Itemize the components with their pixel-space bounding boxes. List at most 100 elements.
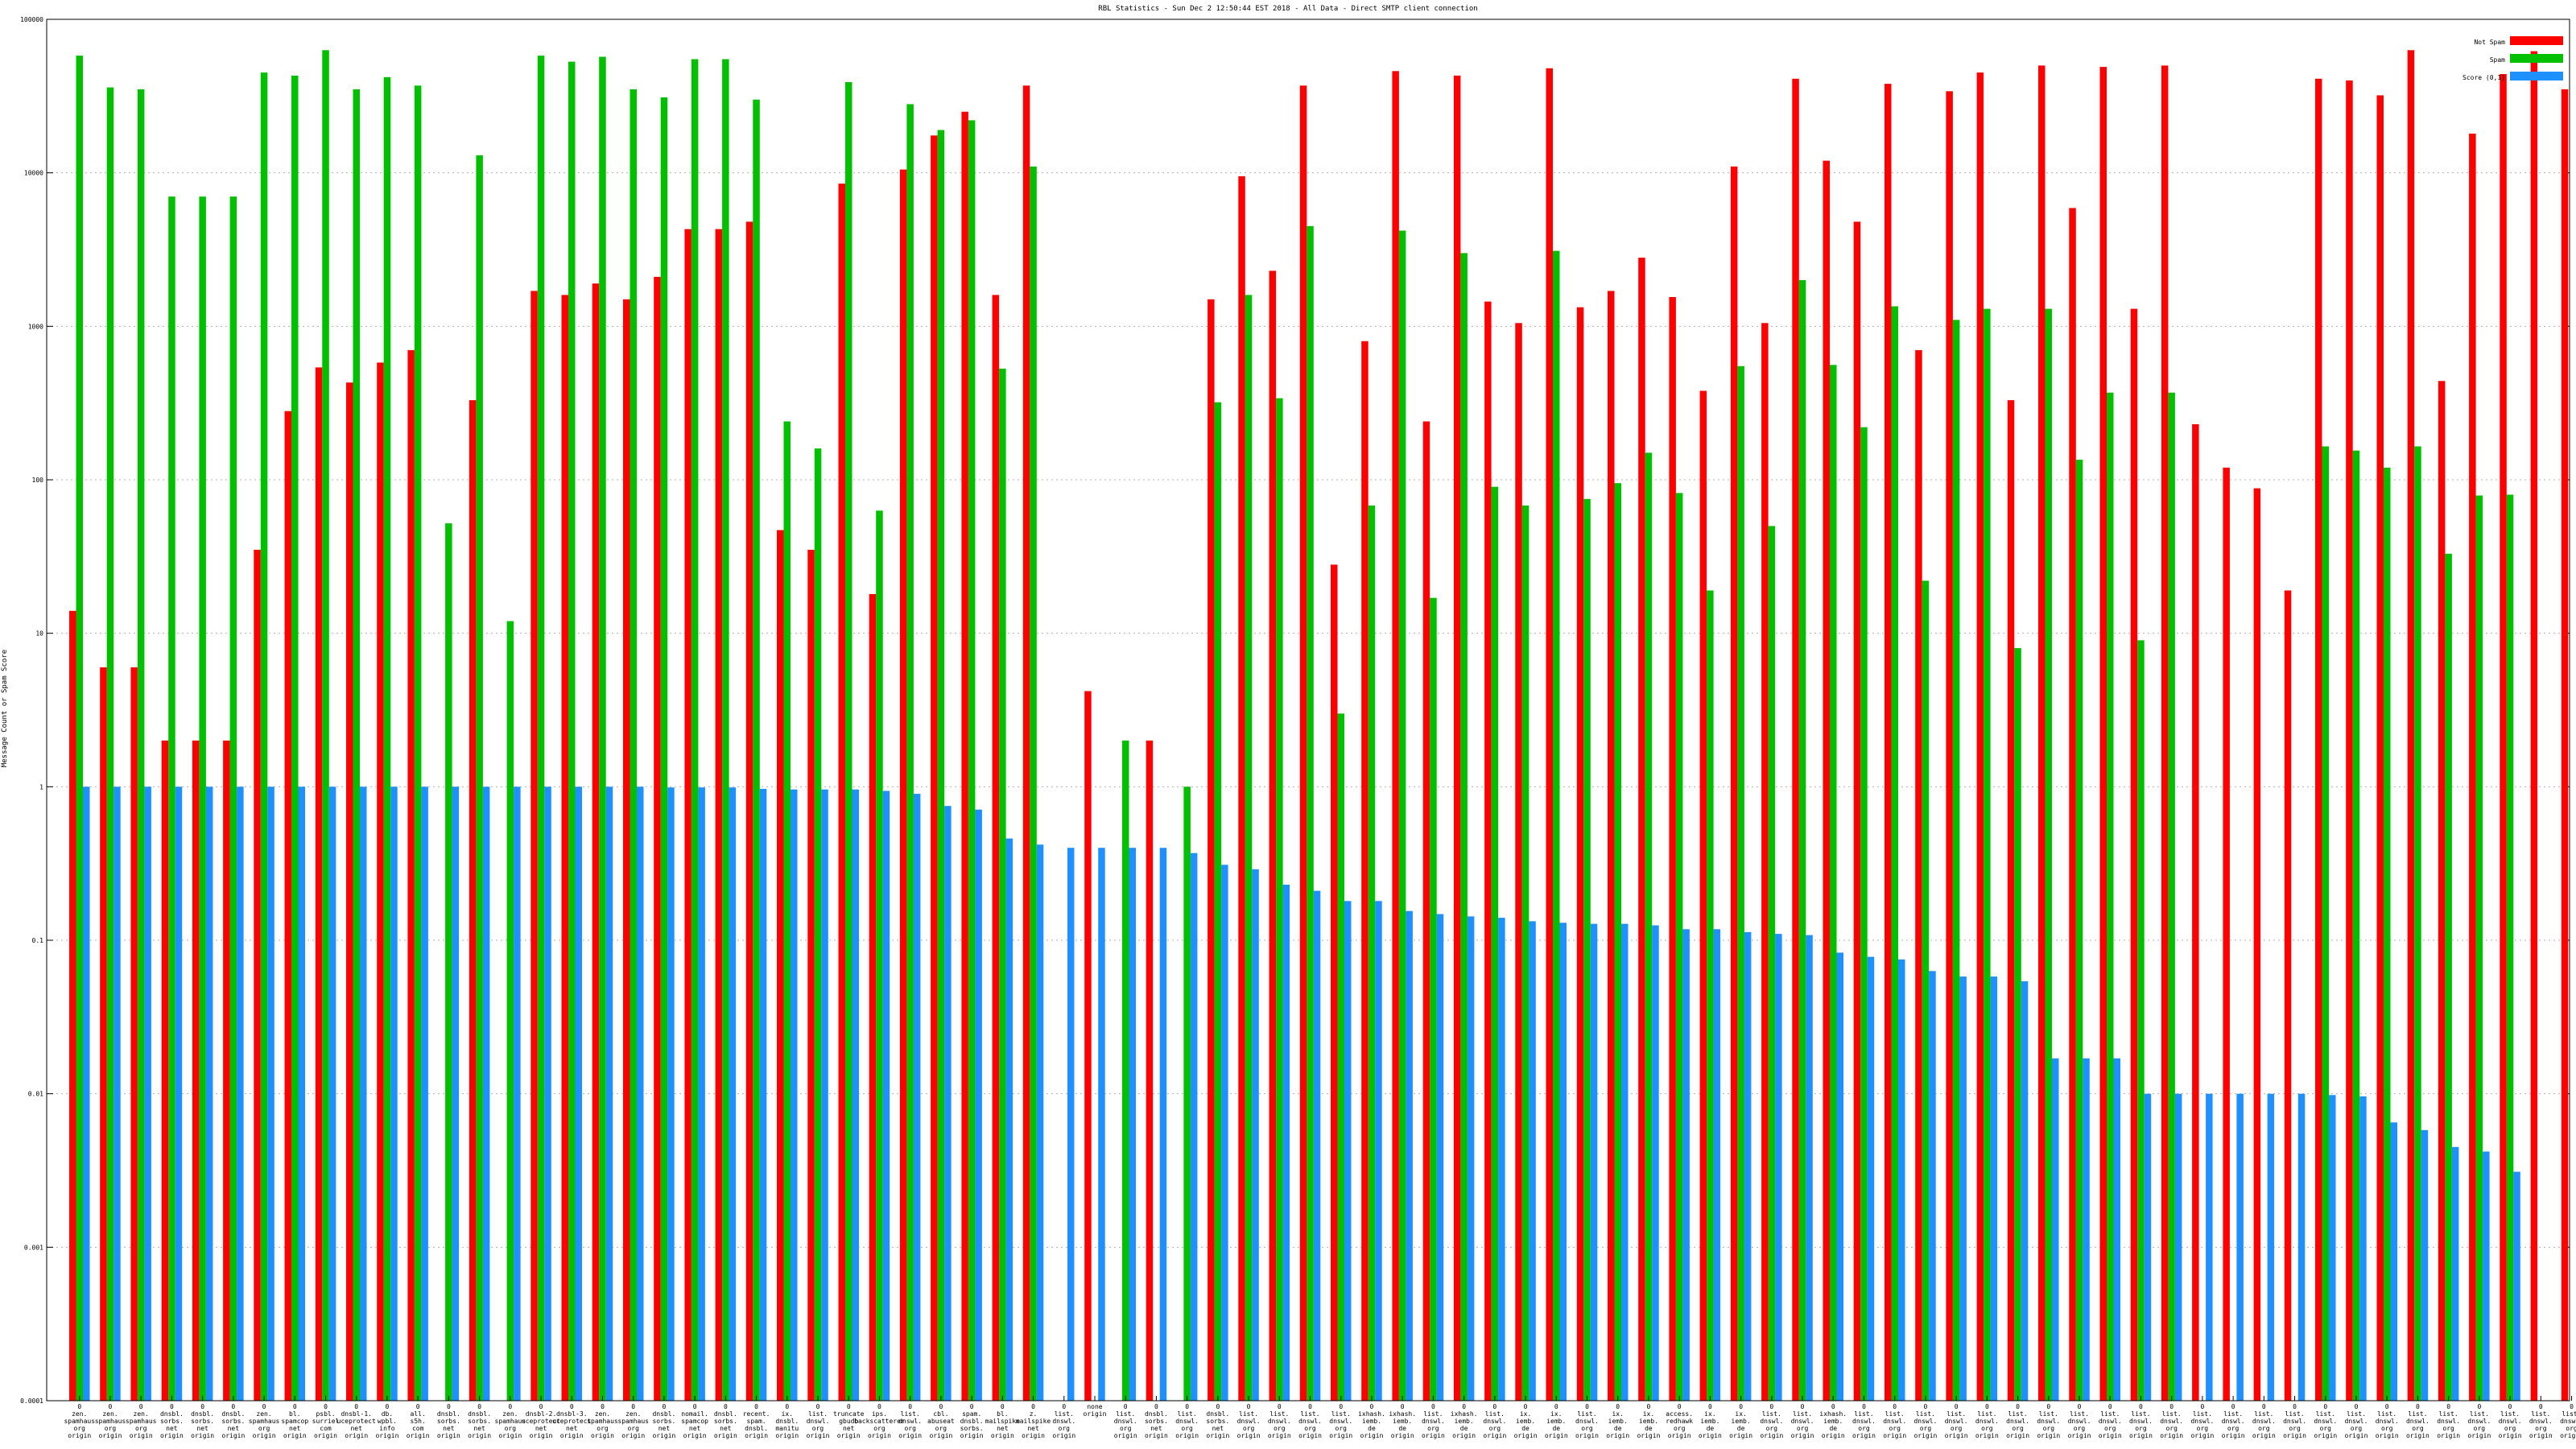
x-tick-label: 0 zen. spamhaus org origin	[126, 1403, 157, 1439]
x-tick-label: 0 dnsbl. sorbs. net origin	[437, 1403, 460, 1439]
bar	[2513, 1171, 2520, 1401]
bar	[2206, 1093, 2213, 1401]
x-tick-label: 0 ixhash. iemb. de origin	[1819, 1403, 1847, 1439]
bar	[1922, 580, 1930, 1401]
bar	[1984, 308, 1991, 1402]
bar	[130, 667, 138, 1401]
bar	[599, 56, 606, 1401]
bar	[298, 786, 305, 1401]
bar	[1867, 956, 1875, 1401]
bar	[315, 367, 323, 1401]
bar	[192, 740, 200, 1401]
bar	[913, 794, 921, 1401]
x-tick-label: 0 ix. iemb. de origin	[1729, 1403, 1752, 1439]
y-tick-label: 0.0001	[20, 1397, 43, 1405]
bar	[284, 411, 291, 1402]
bar	[175, 786, 183, 1401]
x-tick-label: 0 dnsbl. sorbs. net origin	[468, 1403, 491, 1439]
x-tick-label: 0 cbl. abuseat org origin	[927, 1403, 955, 1439]
bar	[975, 809, 982, 1401]
x-tick-label: 0 db. wpbl. info origin	[375, 1403, 398, 1439]
bar	[1699, 390, 1707, 1401]
bar	[931, 135, 938, 1401]
legend-label: Spam	[2490, 56, 2505, 64]
bar	[1638, 258, 1645, 1402]
legend-swatch	[2510, 36, 2563, 45]
bar	[630, 89, 637, 1401]
bar	[876, 510, 883, 1401]
bar	[2099, 67, 2107, 1402]
bar	[1529, 921, 1536, 1401]
bar	[2322, 446, 2329, 1401]
bar	[777, 530, 784, 1401]
bar	[1682, 929, 1690, 1401]
bar	[2192, 424, 2199, 1401]
bar	[2284, 590, 2292, 1401]
bar	[144, 786, 151, 1401]
x-tick-label: 0 dnsbl. sorbs. net origin	[191, 1403, 214, 1439]
bar	[205, 786, 213, 1401]
bar	[1590, 923, 1598, 1401]
bar	[1830, 365, 1837, 1401]
bar	[161, 740, 169, 1401]
bar	[2144, 1093, 2152, 1401]
bar	[223, 740, 230, 1401]
bar	[1252, 869, 1259, 1401]
x-tick-label: 0 ips. backscatterer org origin	[854, 1403, 905, 1439]
bar	[1190, 852, 1198, 1401]
bar	[759, 788, 767, 1401]
bar	[783, 421, 791, 1401]
bar	[2352, 450, 2360, 1402]
x-tick-label: none origin	[1084, 1403, 1107, 1418]
bar	[821, 789, 828, 1401]
bar	[1460, 253, 1468, 1401]
x-tick-label: 0 ix. iemb. de origin	[1637, 1403, 1660, 1439]
bar	[328, 786, 336, 1401]
bar	[1344, 901, 1352, 1401]
x-tick-label: 0 ix. iemb. de origin	[1699, 1403, 1722, 1439]
bar	[1669, 297, 1676, 1401]
bar	[1498, 918, 1505, 1401]
bar	[852, 789, 859, 1401]
bar	[1730, 166, 1738, 1401]
bar	[383, 76, 391, 1401]
bar	[2130, 308, 2138, 1402]
bar	[698, 787, 705, 1401]
bar	[2168, 392, 2175, 1402]
bar	[2384, 467, 2391, 1401]
bar	[1422, 421, 1430, 1401]
bar	[660, 97, 668, 1401]
bar	[1744, 931, 1752, 1401]
bar	[2038, 65, 2046, 1401]
bar	[1491, 486, 1499, 1402]
bar	[1183, 786, 1191, 1401]
bar	[838, 184, 845, 1402]
bar	[1583, 498, 1591, 1401]
bar	[260, 72, 268, 1402]
bar	[1430, 597, 1437, 1401]
bar	[2561, 89, 2569, 1401]
bar	[2052, 1058, 2059, 1401]
bar	[745, 221, 753, 1401]
y-tick-label: 10	[35, 630, 43, 638]
y-tick-label: 1000	[28, 323, 43, 330]
bar	[2530, 51, 2538, 1402]
bar	[2083, 1058, 2090, 1401]
bar	[2390, 1122, 2397, 1401]
x-tick-label: 0 dnsbl. sorbs. net origin	[1206, 1403, 1229, 1439]
